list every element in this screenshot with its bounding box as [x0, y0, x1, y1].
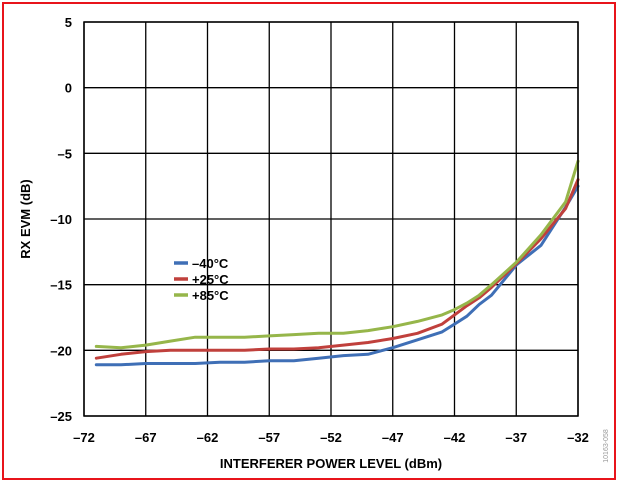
x-tick-label: –47	[382, 430, 404, 445]
y-tick-label: –20	[50, 343, 72, 358]
series-line-1	[94, 178, 580, 360]
x-tick-label: –37	[505, 430, 527, 445]
series-lines	[94, 159, 580, 367]
legend-label: –40°C	[192, 256, 229, 271]
chart-frame	[2, 2, 616, 480]
y-tick-label: –5	[58, 146, 72, 161]
series-line-0	[94, 184, 580, 367]
x-tick-label: –67	[135, 430, 157, 445]
x-tick-label: –57	[258, 430, 280, 445]
x-tick-label: –62	[197, 430, 219, 445]
x-tick-label: –52	[320, 430, 342, 445]
x-axis-label: INTERFERER POWER LEVEL (dBm)	[220, 456, 442, 471]
x-tick-label: –42	[444, 430, 466, 445]
legend-label: +85°C	[192, 288, 229, 303]
series-line-2	[94, 159, 580, 350]
y-tick-label: –15	[50, 278, 72, 293]
y-axis-label: RX EVM (dB)	[18, 179, 33, 258]
y-tick-label: 0	[65, 81, 72, 96]
y-tick-label: –25	[50, 409, 72, 424]
x-tick-label: –72	[73, 430, 95, 445]
y-tick-labels: 5 0 –5 –10 –15 –20 –25	[50, 15, 72, 424]
y-tick-label: –10	[50, 212, 72, 227]
x-tick-labels: –72 –67 –62 –57 –52 –47 –42 –37 –32	[73, 430, 589, 445]
legend-label: +25°C	[192, 272, 229, 287]
plot-border	[83, 21, 579, 417]
y-tick-label: 5	[65, 15, 72, 30]
x-tick-label: –32	[567, 430, 589, 445]
legend: –40°C+25°C+85°C	[174, 256, 229, 303]
figure-id: 10163-058	[603, 429, 610, 463]
